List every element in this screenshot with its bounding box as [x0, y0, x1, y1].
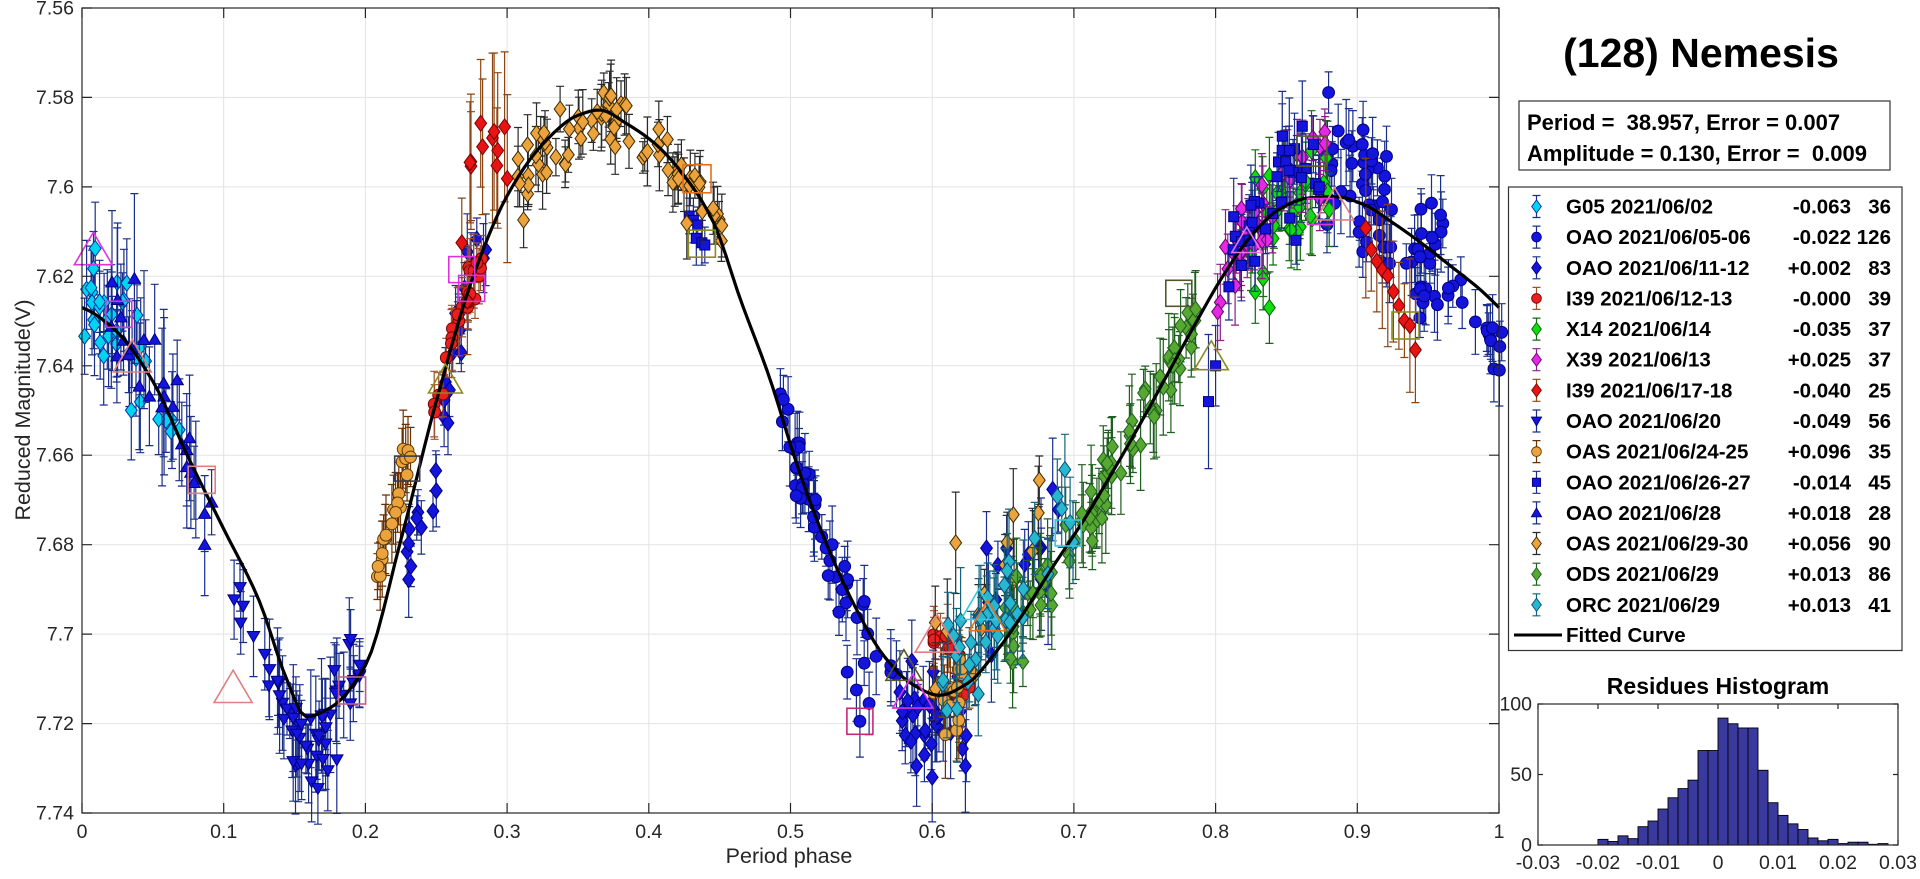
- svg-text:7.66: 7.66: [36, 445, 74, 467]
- svg-text:-0.035: -0.035: [1793, 318, 1851, 341]
- svg-text:37: 37: [1868, 349, 1891, 372]
- svg-text:Residues Histogram: Residues Histogram: [1607, 673, 1829, 699]
- svg-text:0.2: 0.2: [352, 821, 379, 843]
- svg-text:0.5: 0.5: [777, 821, 804, 843]
- svg-text:0.3: 0.3: [494, 821, 521, 843]
- svg-text:X14 2021/06/14: X14 2021/06/14: [1566, 318, 1711, 341]
- svg-text:X39 2021/06/13: X39 2021/06/13: [1566, 349, 1711, 372]
- svg-text:7.72: 7.72: [36, 713, 74, 735]
- svg-text:-0.014: -0.014: [1793, 471, 1852, 494]
- svg-text:126: 126: [1857, 226, 1891, 249]
- svg-text:0: 0: [77, 821, 88, 843]
- svg-text:Period phase: Period phase: [726, 844, 853, 868]
- svg-text:7.74: 7.74: [36, 803, 74, 825]
- svg-text:+0.025: +0.025: [1788, 349, 1851, 372]
- svg-text:56: 56: [1868, 410, 1891, 433]
- svg-text:OAO 2021/06/26-27: OAO 2021/06/26-27: [1566, 471, 1751, 494]
- svg-text:+0.013: +0.013: [1788, 563, 1851, 586]
- svg-text:-0.03: -0.03: [1516, 852, 1560, 874]
- svg-text:-0.063: -0.063: [1793, 196, 1851, 219]
- svg-text:-0.000: -0.000: [1793, 287, 1851, 310]
- svg-text:36: 36: [1868, 196, 1891, 219]
- svg-text:0: 0: [1713, 852, 1724, 874]
- svg-text:0.8: 0.8: [1202, 821, 1229, 843]
- svg-text:7.6: 7.6: [47, 176, 74, 198]
- svg-text:Fitted Curve: Fitted Curve: [1566, 624, 1686, 647]
- svg-text:7.64: 7.64: [36, 355, 74, 377]
- svg-text:0.6: 0.6: [919, 821, 946, 843]
- svg-text:39: 39: [1868, 287, 1891, 310]
- svg-text:-0.022: -0.022: [1793, 226, 1851, 249]
- svg-text:0.03: 0.03: [1879, 852, 1917, 874]
- svg-text:-0.049: -0.049: [1793, 410, 1851, 433]
- svg-text:35: 35: [1868, 441, 1891, 464]
- svg-text:7.7: 7.7: [47, 624, 74, 646]
- svg-text:ODS 2021/06/29: ODS 2021/06/29: [1566, 563, 1719, 586]
- svg-text:-0.040: -0.040: [1793, 379, 1851, 402]
- svg-text:0.01: 0.01: [1759, 852, 1797, 874]
- svg-text:(128) Nemesis: (128) Nemesis: [1563, 30, 1839, 76]
- svg-text:7.56: 7.56: [36, 0, 74, 20]
- svg-text:OAO 2021/06/20: OAO 2021/06/20: [1566, 410, 1721, 433]
- svg-text:28: 28: [1868, 502, 1891, 525]
- svg-text:86: 86: [1868, 563, 1891, 586]
- svg-text:I39 2021/06/12-13: I39 2021/06/12-13: [1566, 287, 1732, 310]
- svg-text:Amplitude = 0.130, Error = 0.: Amplitude = 0.130, Error = 0.009: [1527, 141, 1867, 166]
- svg-text:G05 2021/06/02: G05 2021/06/02: [1566, 196, 1713, 219]
- svg-text:OAS 2021/06/24-25: OAS 2021/06/24-25: [1566, 441, 1748, 464]
- svg-text:83: 83: [1868, 257, 1891, 280]
- svg-text:25: 25: [1868, 379, 1891, 402]
- svg-text:OAO 2021/06/28: OAO 2021/06/28: [1566, 502, 1721, 525]
- svg-text:45: 45: [1868, 471, 1891, 494]
- svg-text:-0.02: -0.02: [1576, 852, 1620, 874]
- svg-text:Period = 38.957, Error = 0.00: Period = 38.957, Error = 0.007: [1527, 110, 1840, 135]
- svg-text:+0.002: +0.002: [1788, 257, 1851, 280]
- svg-text:ORC 2021/06/29: ORC 2021/06/29: [1566, 594, 1720, 617]
- svg-text:-0.01: -0.01: [1636, 852, 1680, 874]
- svg-text:OAO 2021/06/11-12: OAO 2021/06/11-12: [1566, 257, 1750, 280]
- svg-text:0.1: 0.1: [210, 821, 237, 843]
- svg-text:+0.096: +0.096: [1788, 441, 1851, 464]
- svg-text:OAO 2021/06/05-06: OAO 2021/06/05-06: [1566, 226, 1751, 249]
- svg-text:7.62: 7.62: [36, 266, 74, 288]
- svg-text:+0.013: +0.013: [1788, 594, 1851, 617]
- svg-text:OAS 2021/06/29-30: OAS 2021/06/29-30: [1566, 533, 1748, 556]
- svg-text:1: 1: [1494, 821, 1505, 843]
- svg-text:Reduced Magnitude(V): Reduced Magnitude(V): [11, 299, 35, 520]
- svg-text:41: 41: [1868, 594, 1891, 617]
- svg-text:0.02: 0.02: [1819, 852, 1857, 874]
- svg-text:50: 50: [1510, 764, 1532, 786]
- svg-text:0: 0: [1521, 835, 1532, 857]
- svg-text:7.58: 7.58: [36, 87, 74, 109]
- svg-text:0.7: 0.7: [1060, 821, 1087, 843]
- svg-text:0.9: 0.9: [1344, 821, 1371, 843]
- svg-text:+0.056: +0.056: [1788, 533, 1851, 556]
- svg-text:37: 37: [1868, 318, 1891, 341]
- svg-text:100: 100: [1499, 694, 1532, 716]
- svg-text:7.68: 7.68: [36, 534, 74, 556]
- svg-text:+0.018: +0.018: [1788, 502, 1851, 525]
- svg-text:I39 2021/06/17-18: I39 2021/06/17-18: [1566, 379, 1732, 402]
- svg-text:90: 90: [1868, 533, 1891, 556]
- svg-text:0.4: 0.4: [635, 821, 662, 843]
